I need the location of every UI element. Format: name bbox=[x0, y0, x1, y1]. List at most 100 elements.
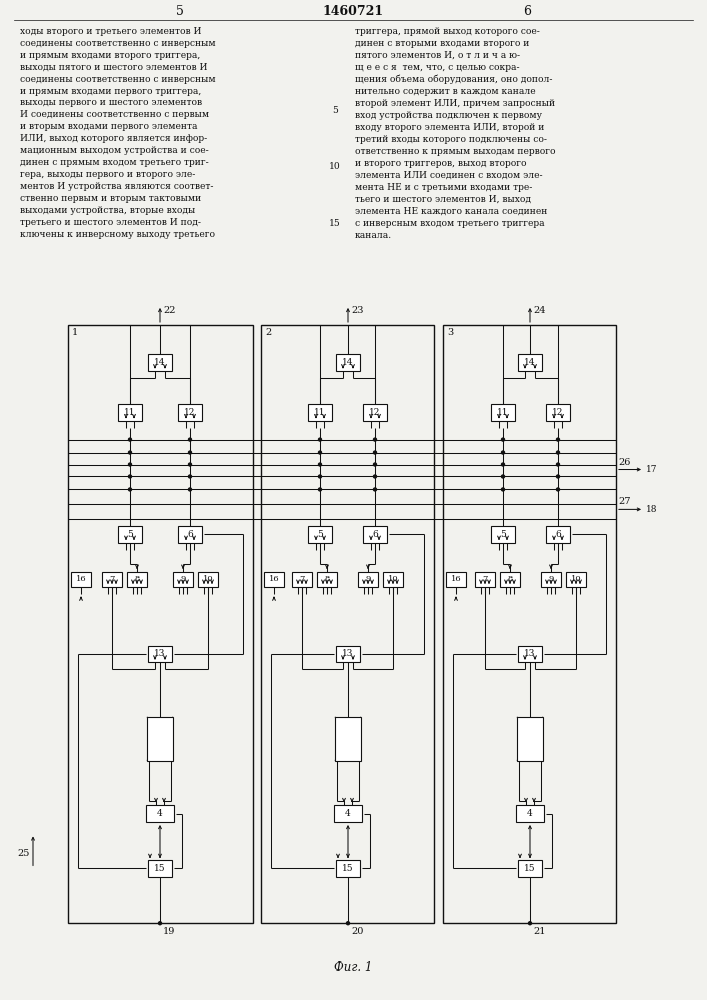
Text: 18: 18 bbox=[646, 505, 658, 514]
Circle shape bbox=[318, 463, 322, 466]
Bar bbox=[308, 526, 332, 543]
Bar bbox=[335, 717, 361, 761]
Text: 14: 14 bbox=[525, 358, 536, 367]
Circle shape bbox=[556, 463, 559, 466]
Bar bbox=[336, 354, 360, 371]
Text: 22: 22 bbox=[163, 306, 175, 315]
Circle shape bbox=[501, 438, 505, 441]
Circle shape bbox=[529, 922, 532, 925]
Bar bbox=[178, 404, 202, 421]
Bar bbox=[173, 572, 193, 587]
Text: 5: 5 bbox=[176, 5, 184, 18]
Bar bbox=[491, 404, 515, 421]
Text: 6: 6 bbox=[555, 530, 561, 539]
Text: 13: 13 bbox=[342, 649, 354, 658]
Text: 11: 11 bbox=[497, 408, 509, 417]
Bar bbox=[264, 572, 284, 587]
Circle shape bbox=[189, 463, 192, 466]
Text: 10: 10 bbox=[387, 575, 398, 583]
Text: 12: 12 bbox=[552, 408, 563, 417]
Bar bbox=[443, 325, 616, 923]
Bar bbox=[358, 572, 378, 587]
Text: 6: 6 bbox=[187, 530, 193, 539]
Bar bbox=[500, 572, 520, 587]
Bar bbox=[491, 526, 515, 543]
Text: 11: 11 bbox=[124, 408, 136, 417]
Text: 5: 5 bbox=[127, 530, 133, 539]
Text: 11: 11 bbox=[314, 408, 326, 417]
Circle shape bbox=[556, 475, 559, 478]
Text: 21: 21 bbox=[533, 927, 546, 936]
Circle shape bbox=[318, 488, 322, 491]
Bar bbox=[518, 354, 542, 371]
Text: 4: 4 bbox=[157, 809, 163, 818]
Text: 12: 12 bbox=[185, 408, 196, 417]
Text: 9: 9 bbox=[366, 575, 370, 583]
Text: 7: 7 bbox=[299, 575, 305, 583]
Text: 9: 9 bbox=[180, 575, 186, 583]
Text: 15: 15 bbox=[524, 864, 536, 873]
Bar bbox=[292, 572, 312, 587]
Circle shape bbox=[129, 463, 132, 466]
Text: 1460721: 1460721 bbox=[322, 5, 384, 18]
Text: ходы второго и третьего элементов И
соединены соответственно с инверсным
и прямы: ходы второго и третьего элементов И соед… bbox=[20, 27, 216, 239]
Bar bbox=[383, 572, 403, 587]
Bar bbox=[336, 860, 360, 877]
Text: 20: 20 bbox=[351, 927, 363, 936]
Text: 4: 4 bbox=[527, 809, 533, 818]
Text: 23: 23 bbox=[351, 306, 363, 315]
Text: 5: 5 bbox=[317, 530, 323, 539]
Circle shape bbox=[501, 451, 505, 454]
Bar bbox=[127, 572, 147, 587]
Text: 6: 6 bbox=[523, 5, 531, 18]
Text: 15: 15 bbox=[329, 219, 341, 228]
Text: 14: 14 bbox=[342, 358, 354, 367]
Text: 27: 27 bbox=[618, 497, 631, 506]
Text: 16: 16 bbox=[76, 575, 86, 583]
Text: триггера, прямой выход которого сое-
динен с вторыми входами второго и
пятого эл: триггера, прямой выход которого сое- дин… bbox=[355, 27, 556, 240]
Circle shape bbox=[189, 475, 192, 478]
Circle shape bbox=[373, 475, 377, 478]
Text: 10: 10 bbox=[571, 575, 581, 583]
Bar bbox=[566, 572, 586, 587]
Text: 9: 9 bbox=[549, 575, 554, 583]
Bar bbox=[317, 572, 337, 587]
Text: 4: 4 bbox=[345, 809, 351, 818]
Circle shape bbox=[556, 451, 559, 454]
Circle shape bbox=[556, 488, 559, 491]
Text: 10: 10 bbox=[329, 162, 341, 171]
Text: 10: 10 bbox=[203, 575, 214, 583]
Text: 15: 15 bbox=[154, 864, 166, 873]
Text: 16: 16 bbox=[269, 575, 279, 583]
Bar bbox=[336, 646, 360, 662]
Bar bbox=[71, 572, 91, 587]
Text: 26: 26 bbox=[618, 458, 631, 467]
Bar bbox=[518, 646, 542, 662]
Bar bbox=[146, 805, 174, 822]
Bar bbox=[147, 717, 173, 761]
Bar bbox=[68, 325, 253, 923]
Circle shape bbox=[318, 438, 322, 441]
Bar bbox=[198, 572, 218, 587]
Bar bbox=[363, 404, 387, 421]
Bar bbox=[308, 404, 332, 421]
Text: 19: 19 bbox=[163, 927, 175, 936]
Circle shape bbox=[346, 922, 349, 925]
Circle shape bbox=[189, 488, 192, 491]
Circle shape bbox=[556, 438, 559, 441]
Text: 7: 7 bbox=[110, 575, 115, 583]
Bar bbox=[446, 572, 466, 587]
Text: 12: 12 bbox=[369, 408, 380, 417]
Bar bbox=[118, 404, 142, 421]
Bar bbox=[516, 805, 544, 822]
Circle shape bbox=[129, 451, 132, 454]
Circle shape bbox=[158, 922, 161, 925]
Circle shape bbox=[501, 488, 505, 491]
Text: 5: 5 bbox=[332, 106, 338, 115]
Text: 8: 8 bbox=[508, 575, 513, 583]
Bar bbox=[102, 572, 122, 587]
Circle shape bbox=[501, 475, 505, 478]
Circle shape bbox=[318, 451, 322, 454]
Text: 1: 1 bbox=[72, 328, 78, 337]
Circle shape bbox=[373, 463, 377, 466]
